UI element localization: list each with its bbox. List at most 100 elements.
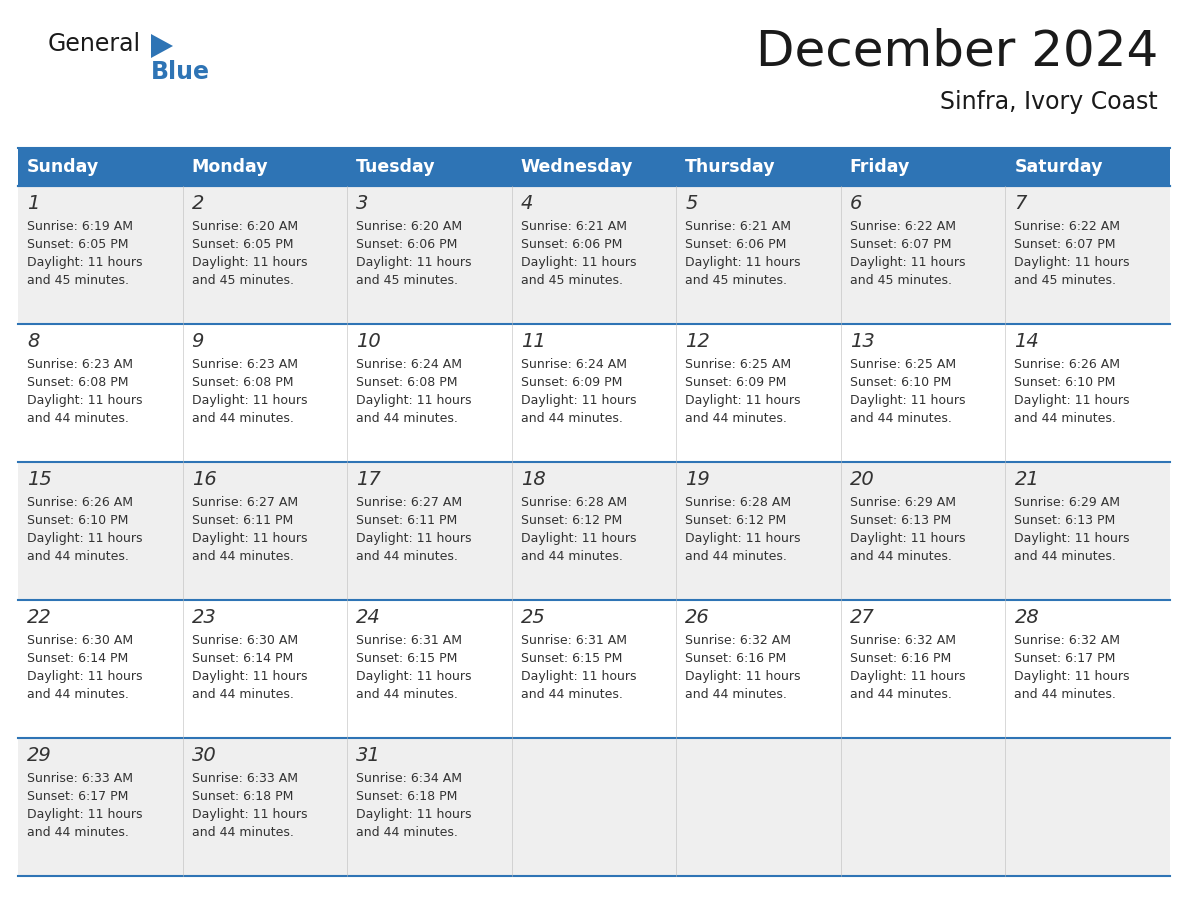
Text: Sunset: 6:16 PM: Sunset: 6:16 PM [849,652,952,665]
Text: 26: 26 [685,608,710,627]
Text: 11: 11 [520,332,545,351]
Text: Sunrise: 6:27 AM: Sunrise: 6:27 AM [356,496,462,509]
Text: and 44 minutes.: and 44 minutes. [191,412,293,425]
Text: 15: 15 [27,470,52,489]
Text: Sunset: 6:13 PM: Sunset: 6:13 PM [849,514,952,527]
Text: Sunrise: 6:33 AM: Sunrise: 6:33 AM [191,772,297,785]
Bar [1005,148,1170,186]
Text: Sunrise: 6:21 AM: Sunrise: 6:21 AM [685,220,791,233]
Bar [183,738,347,876]
Bar [841,148,1005,186]
Text: 28: 28 [1015,608,1040,627]
Bar [1005,600,1170,738]
Bar [1005,738,1170,876]
Text: Daylight: 11 hours: Daylight: 11 hours [520,394,637,407]
Text: Sunset: 6:06 PM: Sunset: 6:06 PM [685,238,786,251]
Text: and 45 minutes.: and 45 minutes. [191,274,293,287]
Text: Sunrise: 6:28 AM: Sunrise: 6:28 AM [520,496,627,509]
Text: 12: 12 [685,332,710,351]
Text: Sunset: 6:10 PM: Sunset: 6:10 PM [849,376,952,389]
Text: Sunrise: 6:25 AM: Sunrise: 6:25 AM [685,358,791,371]
Text: 23: 23 [191,608,216,627]
Text: Sunrise: 6:20 AM: Sunrise: 6:20 AM [356,220,462,233]
Text: 18: 18 [520,470,545,489]
Text: Daylight: 11 hours: Daylight: 11 hours [356,394,472,407]
Text: and 44 minutes.: and 44 minutes. [1015,412,1117,425]
Text: Sunset: 6:10 PM: Sunset: 6:10 PM [27,514,128,527]
Text: Daylight: 11 hours: Daylight: 11 hours [356,670,472,683]
Text: Sunrise: 6:22 AM: Sunrise: 6:22 AM [1015,220,1120,233]
Text: and 44 minutes.: and 44 minutes. [520,688,623,701]
Text: Blue: Blue [151,60,210,84]
Text: and 44 minutes.: and 44 minutes. [191,550,293,563]
Text: Daylight: 11 hours: Daylight: 11 hours [356,256,472,269]
Text: Sunrise: 6:33 AM: Sunrise: 6:33 AM [27,772,133,785]
Text: and 45 minutes.: and 45 minutes. [27,274,129,287]
Text: and 44 minutes.: and 44 minutes. [27,826,128,839]
Text: and 44 minutes.: and 44 minutes. [356,412,459,425]
Text: Daylight: 11 hours: Daylight: 11 hours [27,394,143,407]
Text: Sunset: 6:11 PM: Sunset: 6:11 PM [356,514,457,527]
Text: 27: 27 [849,608,874,627]
Text: Sunset: 6:13 PM: Sunset: 6:13 PM [1015,514,1116,527]
Text: Daylight: 11 hours: Daylight: 11 hours [685,532,801,545]
Text: Monday: Monday [191,158,268,176]
Text: 20: 20 [849,470,874,489]
Text: 29: 29 [27,746,52,765]
Text: and 44 minutes.: and 44 minutes. [356,826,459,839]
Text: Daylight: 11 hours: Daylight: 11 hours [520,670,637,683]
Text: 1: 1 [27,194,39,213]
Text: Daylight: 11 hours: Daylight: 11 hours [356,808,472,821]
Text: Daylight: 11 hours: Daylight: 11 hours [685,670,801,683]
Text: Sunrise: 6:26 AM: Sunrise: 6:26 AM [1015,358,1120,371]
Text: and 44 minutes.: and 44 minutes. [27,412,128,425]
Text: Sunrise: 6:30 AM: Sunrise: 6:30 AM [191,634,298,647]
Text: and 44 minutes.: and 44 minutes. [1015,688,1117,701]
Bar [676,462,841,600]
Text: and 45 minutes.: and 45 minutes. [356,274,459,287]
Bar [1005,462,1170,600]
Text: and 44 minutes.: and 44 minutes. [849,550,952,563]
Bar [512,738,676,876]
Bar [512,324,676,462]
Text: Daylight: 11 hours: Daylight: 11 hours [1015,394,1130,407]
Text: Daylight: 11 hours: Daylight: 11 hours [520,532,637,545]
Text: 3: 3 [356,194,368,213]
Text: Sunrise: 6:25 AM: Sunrise: 6:25 AM [849,358,956,371]
Bar [841,738,1005,876]
Bar [347,148,512,186]
Text: 22: 22 [27,608,52,627]
Text: Daylight: 11 hours: Daylight: 11 hours [849,256,966,269]
Text: Sunset: 6:18 PM: Sunset: 6:18 PM [191,790,293,803]
Text: and 44 minutes.: and 44 minutes. [356,688,459,701]
Bar [676,600,841,738]
Text: and 44 minutes.: and 44 minutes. [27,550,128,563]
Text: Sunset: 6:09 PM: Sunset: 6:09 PM [520,376,623,389]
Bar [183,600,347,738]
Text: Sunrise: 6:31 AM: Sunrise: 6:31 AM [520,634,627,647]
Bar [18,462,183,600]
Text: 6: 6 [849,194,862,213]
Bar [18,738,183,876]
Text: Daylight: 11 hours: Daylight: 11 hours [356,532,472,545]
Bar [347,324,512,462]
Text: 9: 9 [191,332,204,351]
Bar [512,462,676,600]
Text: 30: 30 [191,746,216,765]
Text: Sunrise: 6:32 AM: Sunrise: 6:32 AM [685,634,791,647]
Text: Sunset: 6:10 PM: Sunset: 6:10 PM [1015,376,1116,389]
Bar [183,148,347,186]
Bar [512,186,676,324]
Text: Tuesday: Tuesday [356,158,436,176]
Text: and 44 minutes.: and 44 minutes. [849,688,952,701]
Text: Daylight: 11 hours: Daylight: 11 hours [849,532,966,545]
Bar [1005,324,1170,462]
Text: Daylight: 11 hours: Daylight: 11 hours [520,256,637,269]
Text: Friday: Friday [849,158,910,176]
Text: and 45 minutes.: and 45 minutes. [520,274,623,287]
Text: December 2024: December 2024 [756,28,1158,76]
Text: Daylight: 11 hours: Daylight: 11 hours [849,394,966,407]
Bar [512,600,676,738]
Text: Sunrise: 6:19 AM: Sunrise: 6:19 AM [27,220,133,233]
Text: Sunset: 6:08 PM: Sunset: 6:08 PM [356,376,457,389]
